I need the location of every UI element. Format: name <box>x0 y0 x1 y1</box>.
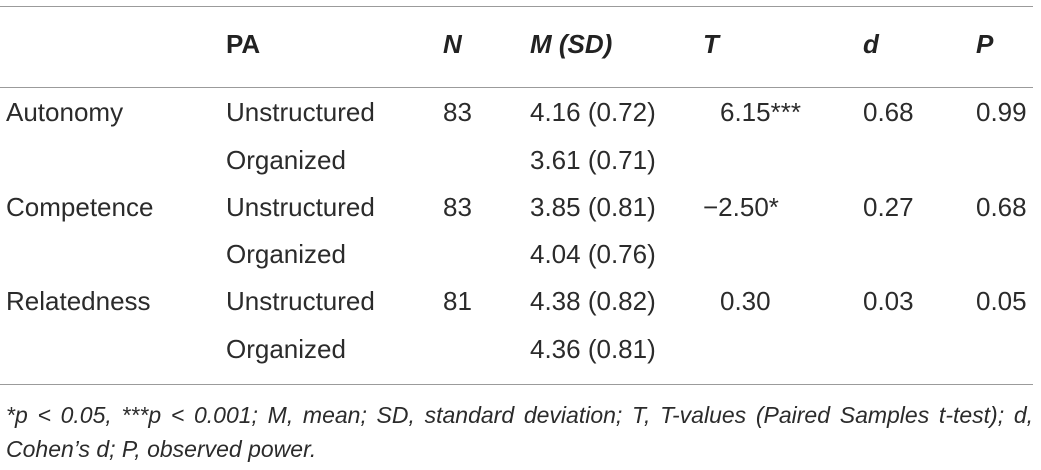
cell-m-sd: 3.61 (0.71) <box>530 145 656 175</box>
cell-d: 0.27 <box>863 192 914 222</box>
table-footnote: *p < 0.05, ***p < 0.001; M, mean; SD, st… <box>6 402 1033 462</box>
cell-m-sd: 4.38 (0.82) <box>530 286 656 316</box>
cell-variable: Competence <box>6 192 154 222</box>
header-pa: PA <box>226 29 261 59</box>
header-p: P <box>976 29 994 59</box>
cell-t: 0.30 <box>720 286 771 316</box>
cell-n: 81 <box>443 286 472 316</box>
cell-p: 0.05 <box>976 286 1027 316</box>
cell-t: −2.50* <box>703 192 779 222</box>
cell-pa: Unstructured <box>226 286 375 316</box>
cell-pa: Unstructured <box>226 192 375 222</box>
cell-m-sd: 3.85 (0.81) <box>530 192 656 222</box>
cell-n: 83 <box>443 97 472 127</box>
header-t: T <box>703 29 719 59</box>
cell-n: 83 <box>443 192 472 222</box>
cell-p: 0.99 <box>976 97 1027 127</box>
cell-pa: Organized <box>226 334 346 364</box>
cell-variable: Relatedness <box>6 286 151 316</box>
table-top-rule <box>0 6 1033 7</box>
cell-pa: Unstructured <box>226 97 375 127</box>
cell-t: 6.15*** <box>720 97 801 127</box>
cell-p: 0.68 <box>976 192 1027 222</box>
cell-pa: Organized <box>226 239 346 269</box>
header-n: N <box>443 29 462 59</box>
cell-d: 0.03 <box>863 286 914 316</box>
cell-m-sd: 4.16 (0.72) <box>530 97 656 127</box>
header-m-sd: M (SD) <box>530 29 613 59</box>
table-bottom-rule <box>0 384 1033 385</box>
cell-d: 0.68 <box>863 97 914 127</box>
cell-pa: Organized <box>226 145 346 175</box>
cell-m-sd: 4.36 (0.81) <box>530 334 656 364</box>
cell-m-sd: 4.04 (0.76) <box>530 239 656 269</box>
header-d: d <box>863 29 879 59</box>
table-header-rule <box>0 87 1033 88</box>
cell-variable: Autonomy <box>6 97 124 127</box>
